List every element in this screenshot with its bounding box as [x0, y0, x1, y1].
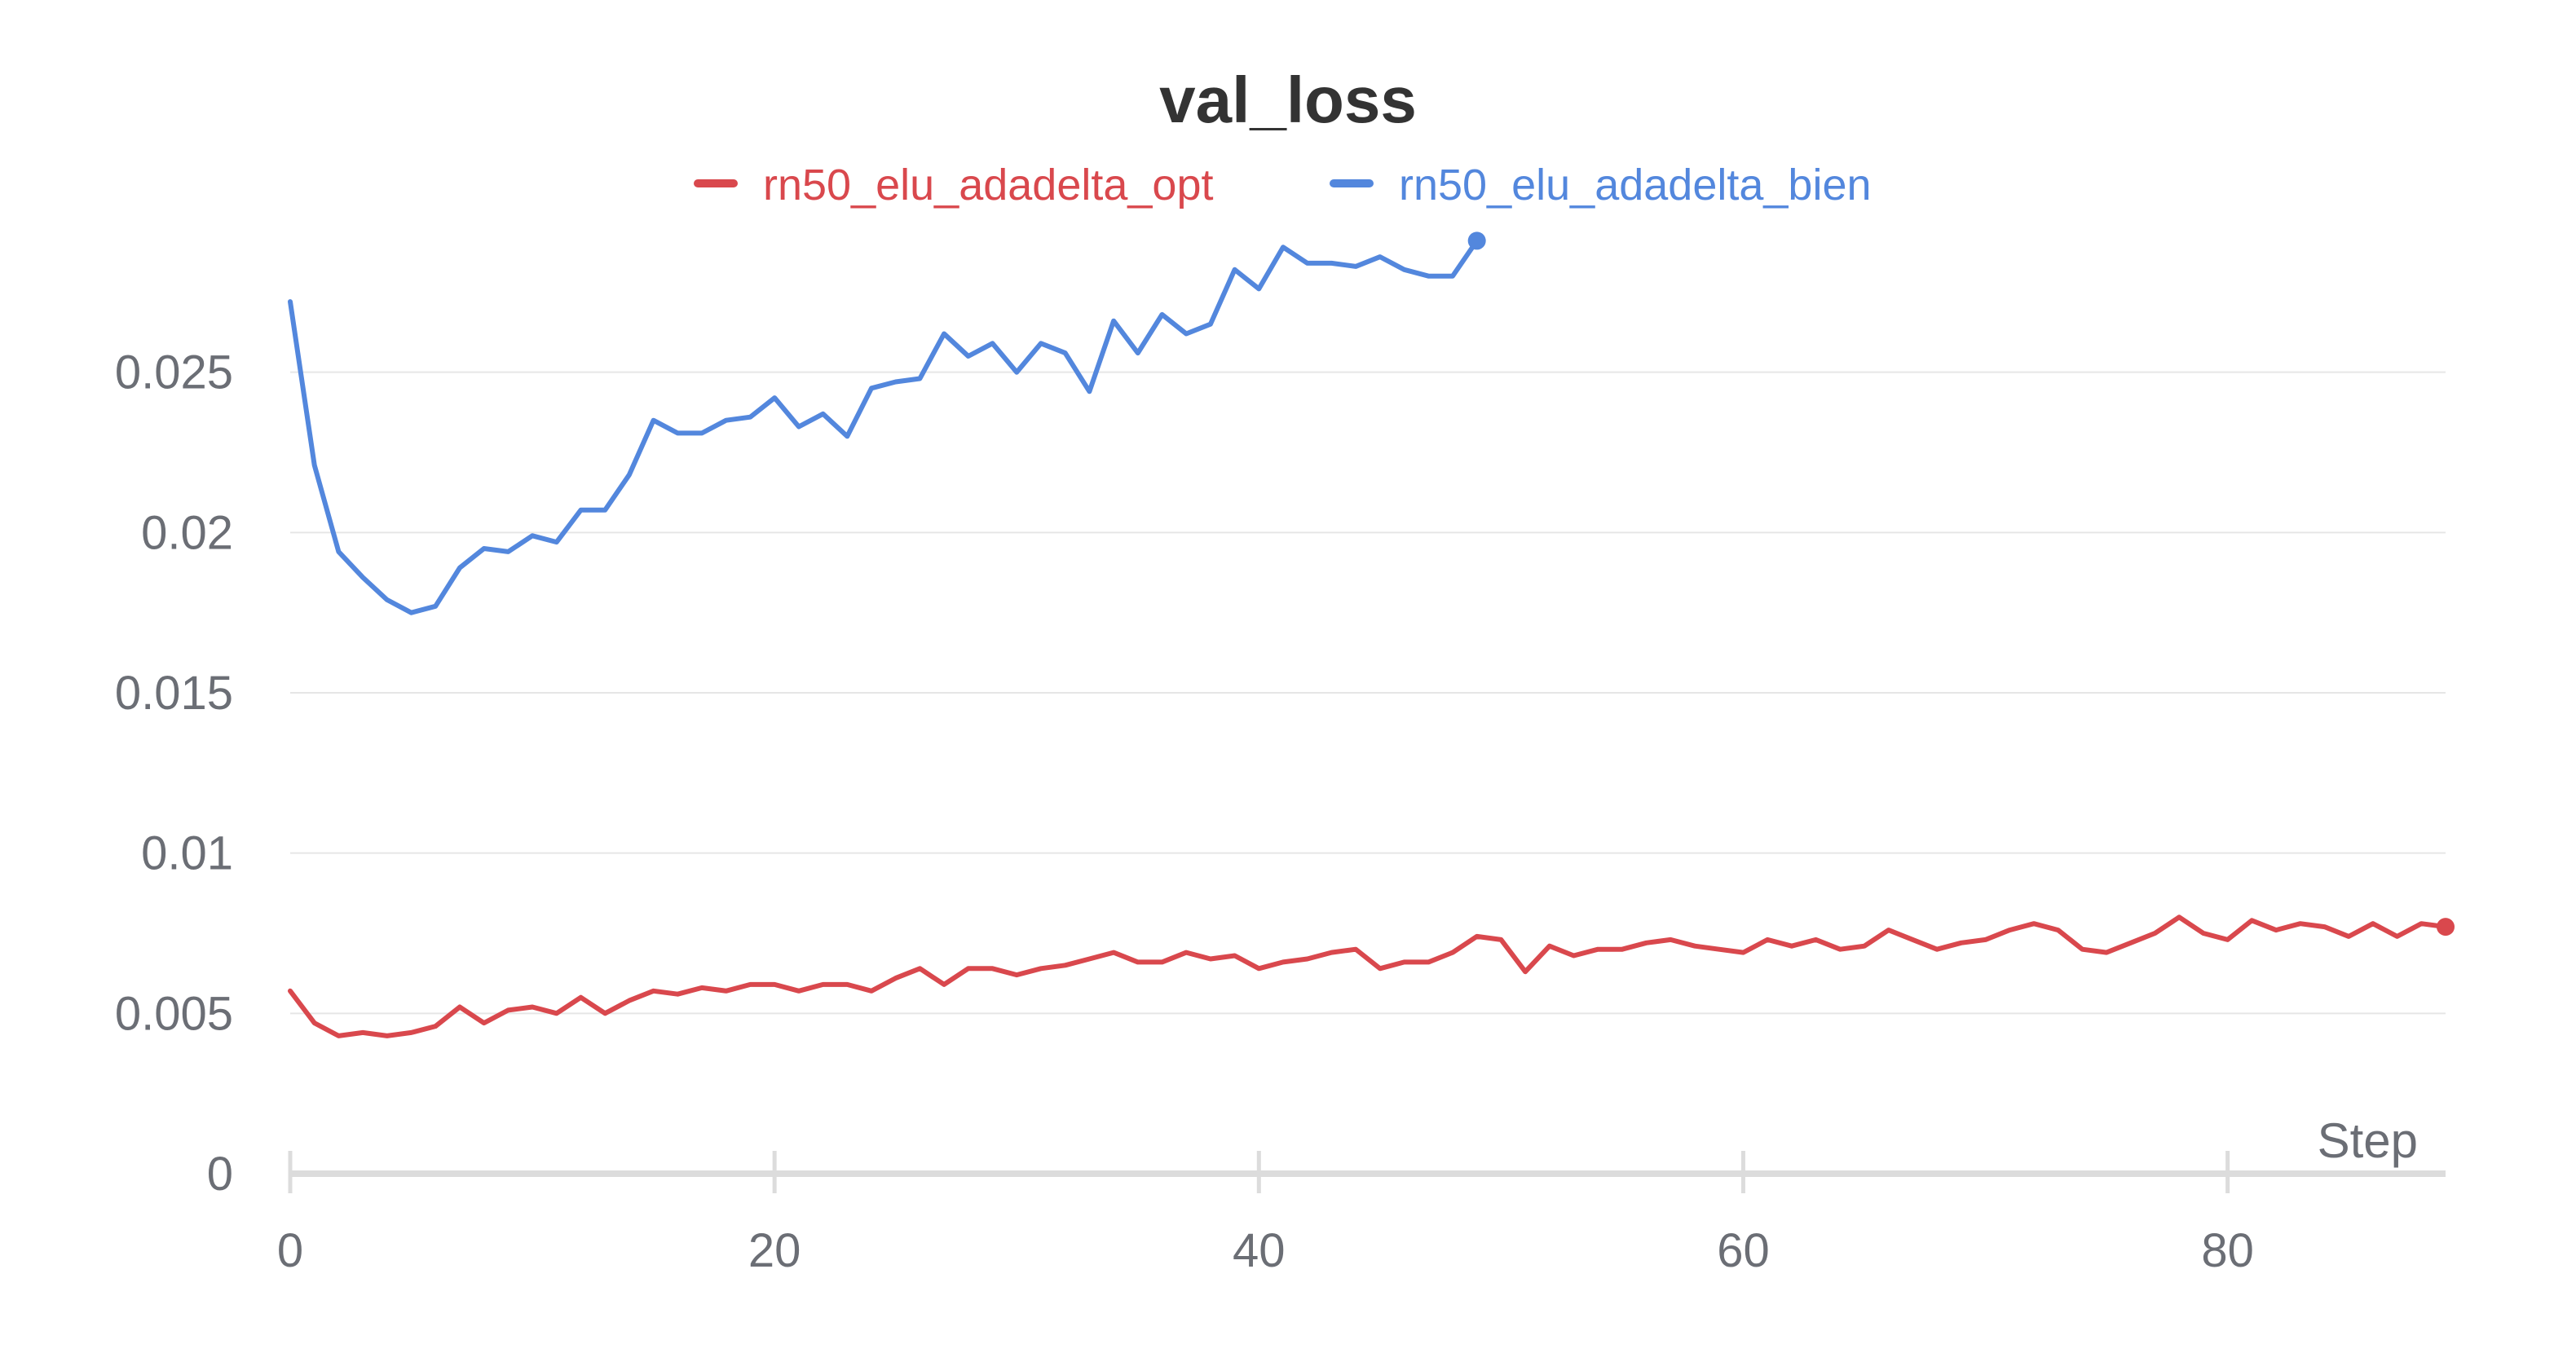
y-tick-label: 0.015	[115, 667, 233, 720]
x-axis-label: Step	[2318, 1113, 2418, 1168]
y-tick-label: 0.025	[115, 346, 233, 399]
series-line[interactable]	[288, 914, 2448, 1038]
series-end-point[interactable]	[2437, 918, 2455, 937]
legend-label: rn50_elu_adadelta_bien	[1399, 161, 1872, 209]
x-tick-label: 60	[1717, 1224, 1770, 1277]
y-tick-label: 0.01	[141, 827, 233, 880]
y-tick-label: 0	[207, 1148, 233, 1201]
y-tick-label: 0.02	[141, 506, 233, 559]
x-tick-label: 20	[748, 1224, 801, 1277]
legend: rn50_elu_adadelta_opt rn50_elu_adadelta_b…	[694, 161, 1872, 209]
series-layer	[288, 231, 2455, 1038]
x-tick-label: 0	[277, 1224, 303, 1277]
x-tick-label: 80	[2201, 1224, 2254, 1277]
series-end-point[interactable]	[1467, 231, 1486, 250]
grid-layer	[290, 371, 2446, 1015]
legend-item[interactable]: rn50_elu_adadelta_bien	[1330, 161, 1872, 209]
series-line[interactable]	[288, 238, 1480, 615]
legend-item[interactable]: rn50_elu_adadelta_opt	[694, 161, 1214, 209]
y-tick-label: 0.005	[115, 987, 233, 1040]
chart-title: val_loss	[1159, 64, 1417, 136]
legend-label: rn50_elu_adadelta_opt	[763, 161, 1214, 209]
x-tick-label: 40	[1233, 1224, 1286, 1277]
axis-layer: val_loss Step 0 0.005 0.01 0.015 0.02 0.025 0 2…	[115, 64, 2446, 1277]
